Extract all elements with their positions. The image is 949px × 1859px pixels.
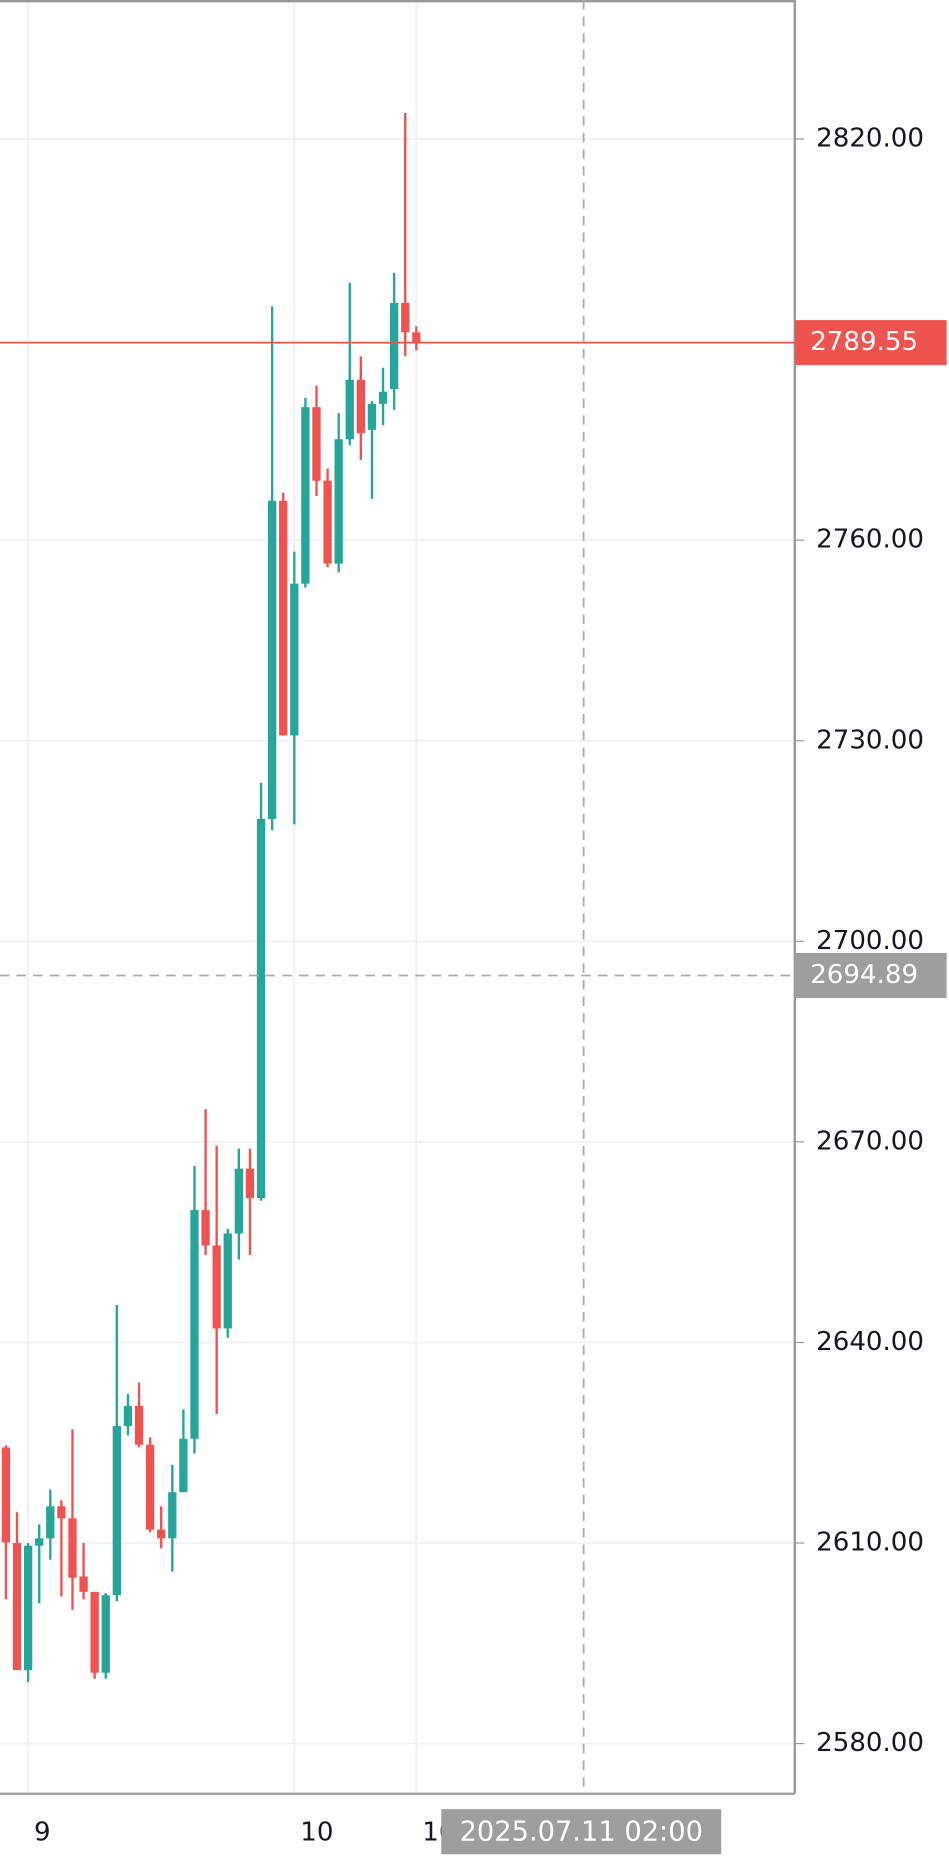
candle-body — [46, 1506, 55, 1539]
last-price-label: 2789.55 — [810, 327, 918, 357]
candle-body — [223, 1233, 232, 1329]
candle-body — [1, 1447, 11, 1543]
y-tick-label: 2580.00 — [816, 1728, 924, 1758]
candle-body — [301, 407, 310, 584]
candle-body — [201, 1210, 210, 1246]
y-tick-label: 2700.00 — [816, 926, 924, 956]
candle-body — [23, 1545, 33, 1671]
y-tick-label: 2610.00 — [816, 1528, 924, 1558]
candle-body — [334, 439, 343, 564]
candle-body — [12, 1543, 22, 1671]
candle-body — [367, 403, 377, 430]
y-tick-label: 2820.00 — [816, 124, 924, 154]
candle-body — [401, 302, 410, 333]
candle-body — [378, 391, 388, 404]
candle-body — [123, 1405, 133, 1427]
candle-body — [234, 1168, 244, 1234]
candle-body — [79, 1576, 88, 1592]
candle-body — [312, 407, 321, 481]
candle-body — [245, 1168, 255, 1199]
crosshair-price-label: 2694.89 — [810, 960, 918, 990]
y-tick-label: 2760.00 — [816, 525, 924, 555]
candle-body — [112, 1426, 121, 1596]
candle-body — [179, 1438, 188, 1493]
crosshair-time-label: 2025.07.11 02:00 — [460, 1816, 703, 1847]
y-tick-label: 2670.00 — [816, 1126, 924, 1156]
x-tick-label: 9 — [34, 1817, 51, 1847]
candle-body — [145, 1444, 155, 1530]
candle-body — [256, 818, 266, 1199]
candle-body — [412, 332, 421, 343]
candle-body — [57, 1506, 66, 1519]
candle-body — [101, 1595, 110, 1673]
candle-body — [356, 379, 366, 434]
candle-body — [290, 583, 299, 736]
candle-body — [279, 500, 288, 736]
x-tick-label: 10 — [300, 1817, 333, 1847]
candle-body — [35, 1538, 44, 1546]
candle-body — [267, 500, 277, 819]
candle-body — [389, 302, 399, 390]
candle-body — [190, 1210, 199, 1439]
candle-body — [157, 1529, 166, 1539]
candle-body — [212, 1245, 221, 1329]
candle-body — [90, 1591, 99, 1673]
y-tick-label: 2730.00 — [816, 725, 924, 755]
candle-body — [68, 1518, 77, 1578]
y-tick-label: 2640.00 — [816, 1327, 924, 1357]
crosshair-price-badge — [794, 952, 947, 999]
candle-body — [323, 480, 332, 564]
candle-body — [168, 1492, 177, 1539]
crosshair-time-badge — [441, 1809, 722, 1855]
last-price-badge — [794, 320, 947, 366]
candle-body — [134, 1405, 144, 1445]
candle-body — [345, 379, 354, 440]
